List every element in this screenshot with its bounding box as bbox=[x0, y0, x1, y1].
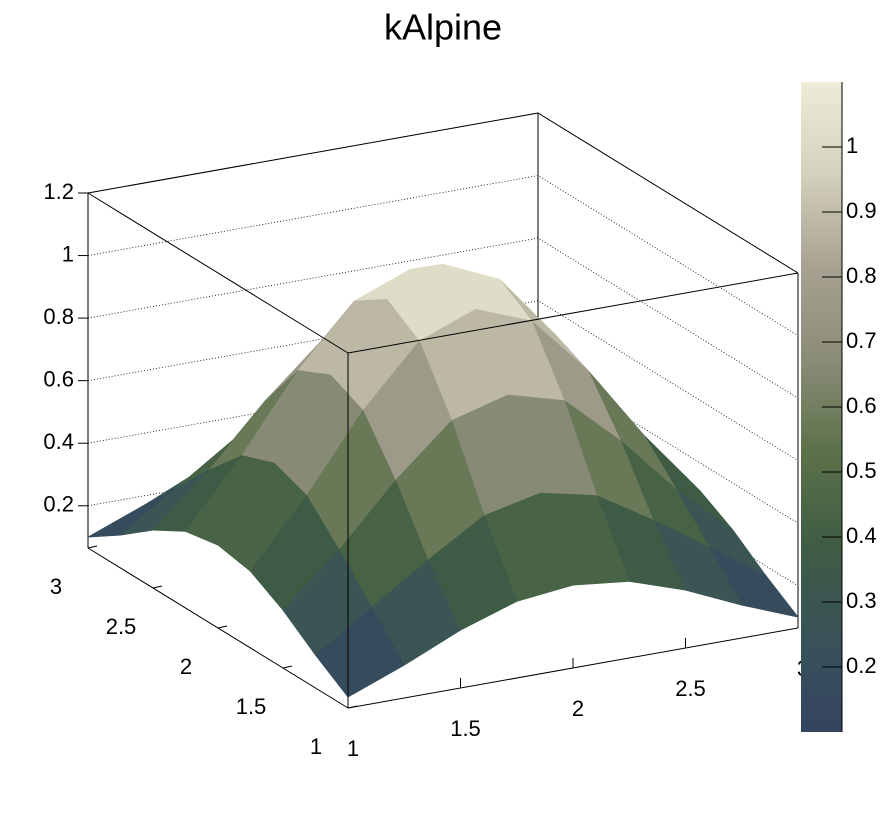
y-tick bbox=[347, 705, 358, 709]
z-tick-label: 1.2 bbox=[43, 179, 74, 204]
y-tick-label: 2.5 bbox=[106, 614, 137, 639]
chart-title: kAlpine bbox=[384, 7, 502, 48]
box-edge bbox=[347, 272, 799, 354]
y-tick bbox=[282, 665, 293, 669]
y-tick-label: 1.5 bbox=[236, 694, 267, 719]
z-tick-label: 0.2 bbox=[43, 492, 74, 517]
x-tick-label: 1 bbox=[347, 736, 359, 761]
y-tick-label: 2 bbox=[180, 654, 192, 679]
z-tick-label: 1 bbox=[62, 241, 74, 266]
grid-line bbox=[87, 362, 799, 524]
x-tick-label: 2 bbox=[572, 696, 584, 721]
colorbar-tick-label: 0.2 bbox=[846, 653, 877, 678]
x-tick-label: 2.5 bbox=[675, 676, 706, 701]
z-tick-label: 0.6 bbox=[43, 366, 74, 391]
y-tick bbox=[87, 545, 98, 549]
surface-patch bbox=[315, 607, 405, 698]
grid-line bbox=[87, 237, 799, 399]
x-tick-label: 1.5 bbox=[450, 716, 481, 741]
colorbar-tick-label: 0.6 bbox=[846, 393, 877, 418]
grid-line bbox=[87, 175, 799, 336]
colorbar-tick-label: 0.5 bbox=[846, 458, 877, 483]
colorbar-tick-label: 0.8 bbox=[846, 263, 877, 288]
z-tick-label: 0.8 bbox=[43, 304, 74, 329]
grid-line bbox=[87, 300, 799, 462]
colorbar-tick-label: 0.7 bbox=[846, 328, 877, 353]
grid-line bbox=[87, 112, 799, 274]
colorbar-tick-label: 0.3 bbox=[846, 588, 877, 613]
colorbar-tick-label: 1 bbox=[846, 133, 858, 158]
y-tick bbox=[152, 585, 163, 589]
colorbar-tick-label: 0.4 bbox=[846, 523, 877, 548]
y-tick bbox=[217, 625, 228, 629]
y-tick-label: 1 bbox=[310, 734, 322, 759]
colorbar-tick-label: 0.9 bbox=[846, 198, 877, 223]
box-edge bbox=[87, 192, 349, 354]
y-tick-label: 3 bbox=[50, 574, 62, 599]
z-tick-label: 0.4 bbox=[43, 429, 74, 454]
